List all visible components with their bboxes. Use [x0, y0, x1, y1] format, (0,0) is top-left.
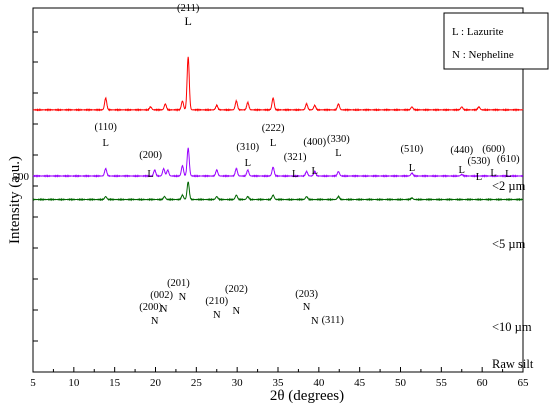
peak-hkl-4: (222)	[262, 123, 285, 134]
y-axis-title: Intensity (a.u.)	[7, 156, 23, 244]
legend-entry-nepheline: N : Nepheline	[452, 49, 514, 61]
peak-hkl-7: (330)	[327, 134, 350, 145]
x-tick-label: 45	[354, 377, 366, 389]
peak-hkl-10: (530)	[468, 156, 491, 167]
peak-hkl-8: (510)	[401, 144, 424, 155]
peak-letter-15: N	[179, 292, 187, 303]
peak-hkl-1: (200)	[139, 150, 162, 161]
peak-letter-19: N	[311, 316, 319, 327]
x-tick-label: 5	[30, 377, 36, 389]
peak-hkl-14: (002)	[150, 290, 173, 301]
peak-letter-7: L	[335, 148, 341, 159]
peak-hkl-17: (202)	[225, 284, 248, 295]
peak-letter-5: L	[292, 169, 298, 180]
peak-hkl-6: (400)	[303, 137, 326, 148]
x-tick-label: 65	[518, 377, 530, 389]
peak-letter-6: L	[312, 166, 318, 177]
x-tick-label: 60	[477, 377, 489, 389]
x-tick-label: 25	[191, 377, 203, 389]
series-label-1: <5 µm	[492, 237, 526, 251]
legend-entry-lazurite: L : Lazurite	[452, 26, 504, 38]
peak-hkl-18: (203)	[295, 289, 318, 300]
peak-hkl-0: (110)	[95, 122, 118, 133]
peak-letter-11: L	[490, 168, 496, 179]
peak-hkl-3: (310)	[236, 142, 259, 153]
peak-letter-16: N	[213, 310, 221, 321]
peak-hkl-16: (210)	[205, 296, 228, 307]
peak-letter-10: L	[476, 172, 482, 183]
peak-letter-1: L	[147, 169, 153, 180]
x-tick-label: 50	[395, 377, 407, 389]
peak-letter-0: L	[102, 138, 108, 149]
peak-letter-17: N	[233, 306, 241, 317]
peak-letter-8: L	[409, 163, 415, 174]
x-tick-label: 10	[68, 377, 80, 389]
series-label-0: <2 µm	[492, 179, 526, 193]
peak-letter-14: N	[160, 304, 168, 315]
peak-letter-3: L	[245, 158, 251, 169]
peak-hkl-2: (211)	[177, 3, 200, 14]
x-axis-title: 2θ (degrees)	[270, 388, 344, 404]
x-tick-label: 30	[232, 377, 244, 389]
peak-letter-2: L	[184, 14, 191, 28]
x-tick-label: 20	[150, 377, 162, 389]
peak-letter-13: N	[151, 316, 159, 327]
series-label-3: Raw silt	[492, 357, 534, 371]
series-label-2: <10 µm	[492, 320, 532, 334]
peak-hkl-5: (321)	[284, 152, 307, 163]
peak-hkl-12: (610)	[497, 154, 520, 165]
legend: L : Lazurite N : Nepheline	[444, 13, 548, 69]
peak-letter-4: L	[270, 138, 276, 149]
peak-hkl-19: (311)	[322, 315, 345, 326]
peak-letter-9: L	[459, 165, 465, 176]
peak-hkl-15: (201)	[167, 278, 190, 289]
peak-hkl-9: (440)	[450, 145, 473, 156]
x-tick-label: 15	[109, 377, 121, 389]
x-tick-label: 55	[436, 377, 448, 389]
peak-letter-18: N	[303, 302, 311, 313]
